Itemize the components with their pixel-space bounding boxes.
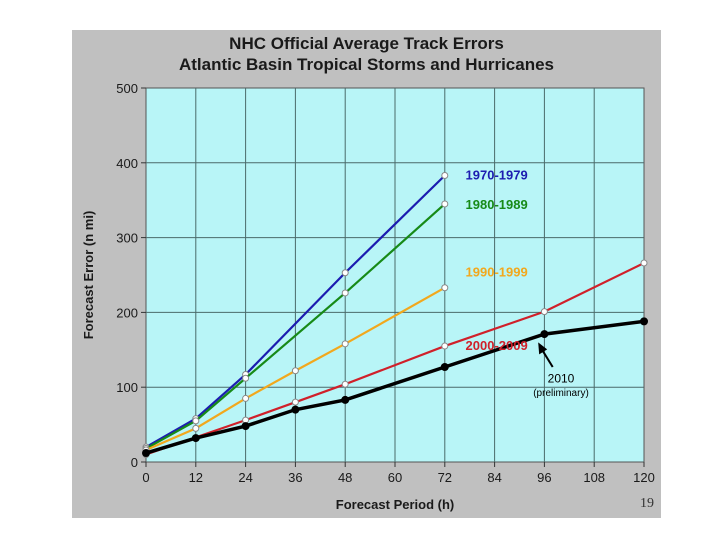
annotation-preliminary: (preliminary)	[533, 388, 589, 399]
data-point-2000-2009	[441, 342, 449, 350]
data-point-1990-1999	[441, 284, 449, 292]
x-tick-label: 48	[338, 470, 352, 485]
x-tick-label: 60	[388, 470, 402, 485]
series-line-2010	[145, 319, 645, 455]
data-point-2010	[440, 363, 449, 372]
x-tick-label: 84	[487, 470, 501, 485]
data-point-1990-1999	[341, 340, 349, 348]
annotation-arrow-head	[538, 342, 548, 355]
data-point-2010	[191, 434, 200, 443]
data-point-1990-1999	[192, 424, 200, 432]
x-tick-label: 36	[288, 470, 302, 485]
x-tick-label: 72	[438, 470, 452, 485]
data-point-1980-1989	[192, 417, 200, 425]
data-point-2000-2009	[291, 398, 299, 406]
y-axis-label: Forecast Error (n mi)	[81, 211, 96, 340]
x-tick-label: 0	[142, 470, 149, 485]
annotation-2010: 2010	[548, 372, 575, 386]
data-point-1970-1979	[441, 172, 449, 180]
data-point-2000-2009	[540, 308, 548, 316]
data-point-2010	[241, 422, 250, 431]
slide-number: 19	[640, 496, 654, 511]
data-point-2010	[142, 449, 150, 458]
y-tick-label: 300	[116, 231, 138, 246]
y-tick-label: 0	[131, 455, 138, 470]
series-label-1990-1999: 1990-1999	[466, 264, 528, 279]
data-point-2010	[341, 395, 350, 404]
data-point-2010	[291, 405, 300, 414]
series-line-1990-1999	[145, 286, 446, 452]
data-point-1980-1989	[341, 289, 349, 297]
data-point-1990-1999	[242, 394, 250, 402]
y-tick-label: 400	[116, 156, 138, 171]
x-tick-label: 12	[189, 470, 203, 485]
data-point-1980-1989	[242, 374, 250, 382]
y-tick-label: 200	[116, 305, 138, 320]
chart-title: NHC Official Average Track Errors	[229, 34, 504, 53]
x-tick-label: 120	[633, 470, 655, 485]
x-tick-label: 108	[583, 470, 605, 485]
x-tick-label: 96	[537, 470, 551, 485]
chart-subtitle: Atlantic Basin Tropical Storms and Hurri…	[178, 55, 555, 74]
series-label-1980-1989: 1980-1989	[466, 197, 528, 212]
data-point-1980-1989	[441, 200, 449, 208]
data-point-1970-1979	[341, 269, 349, 277]
data-point-2010	[540, 330, 549, 339]
data-point-2010	[640, 317, 648, 326]
data-point-1990-1999	[291, 367, 299, 375]
series-label-1970-1979: 1970-1979	[466, 167, 528, 182]
x-axis-label: Forecast Period (h)	[336, 497, 454, 512]
data-point-2000-2009	[640, 259, 648, 267]
series-label-2000-2009: 2000-2009	[466, 338, 528, 353]
data-point-2000-2009	[341, 380, 349, 388]
x-tick-label: 24	[238, 470, 252, 485]
y-tick-label: 100	[116, 380, 138, 395]
y-tick-label: 500	[116, 81, 138, 96]
